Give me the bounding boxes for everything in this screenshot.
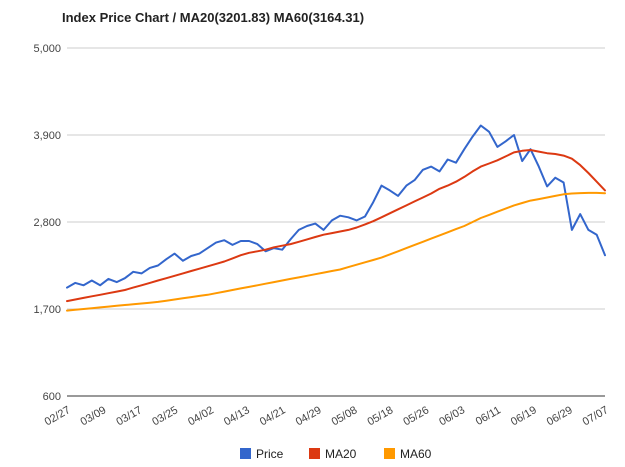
x-tick-label: 06/11 [474,404,503,428]
series-line-price [66,124,606,289]
x-tick-label: 06/29 [545,404,575,428]
x-axis: 02/27 03/09 03/17 03/25 04/02 04/13 04/21 04/29… [43,404,611,428]
y-tick-label: 1,700 [33,304,61,316]
x-tick-label: 04/21 [258,404,288,428]
legend-label: MA20 [325,447,357,461]
x-tick-label: 05/26 [401,404,431,428]
x-tick-label: 03/09 [79,404,109,428]
legend-swatch [384,448,395,459]
legend-item-price[interactable]: Price [240,447,284,461]
legend-label: MA60 [400,447,432,461]
x-tick-label: 04/13 [222,404,252,428]
x-tick-label: 04/29 [294,404,324,428]
x-tick-label: 07/07 [581,404,611,428]
x-tick-label: 06/19 [509,404,539,428]
chart-title: Index Price Chart / MA20(3201.83) MA60(3… [62,10,365,25]
y-tick-label: 3,900 [33,130,61,142]
series-line-ma60 [66,191,606,312]
legend-label: Price [256,447,284,461]
x-tick-label: 02/27 [43,404,73,428]
y-tick-label: 5,000 [33,43,61,55]
x-tick-label: 05/18 [365,404,395,428]
series-layer [66,124,606,312]
x-tick-label: 03/17 [114,404,144,428]
legend-swatch [240,448,251,459]
x-tick-label: 06/03 [437,404,467,428]
y-tick-label: 600 [43,391,61,403]
y-tick-label: 2,800 [33,217,61,229]
y-axis: 600 1,700 2,800 3,900 5,000 [33,43,61,403]
x-tick-label: 03/25 [150,404,180,428]
x-tick-label: 05/08 [330,404,360,428]
legend-item-ma60[interactable]: MA60 [384,447,432,461]
series-line-ma20 [66,149,606,303]
legend[interactable]: Price MA20 MA60 [240,447,432,461]
x-tick-label: 04/02 [186,404,216,428]
legend-item-ma20[interactable]: MA20 [309,447,357,461]
grid-layer [67,47,605,397]
legend-swatch [309,448,320,459]
